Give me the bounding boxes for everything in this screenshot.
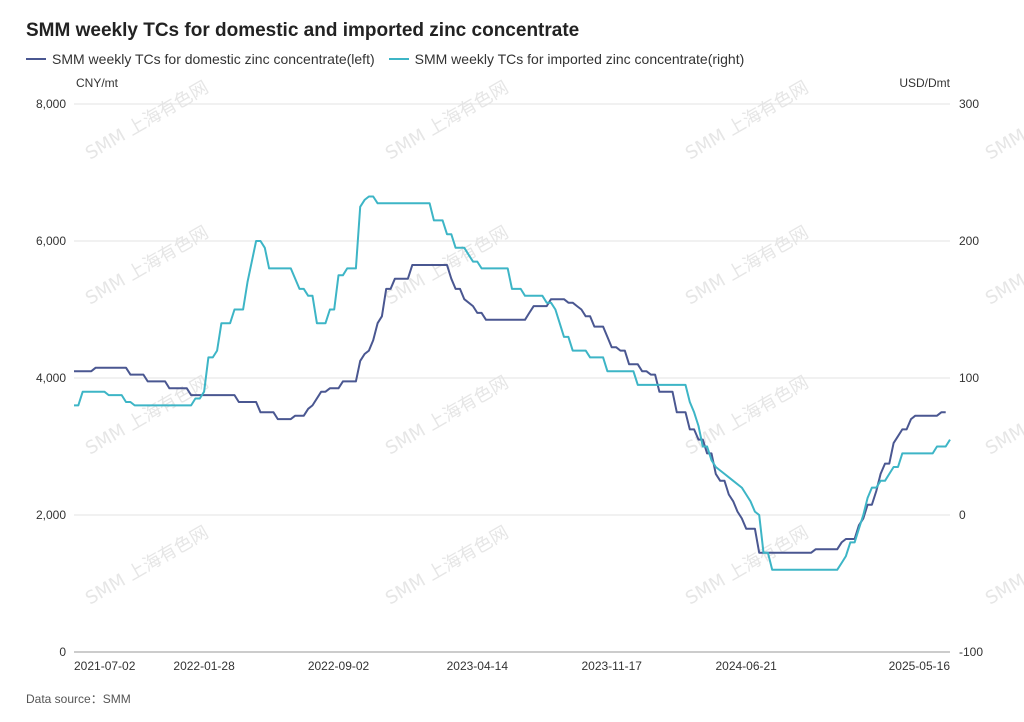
watermark-text: SMM 上海有色网	[682, 77, 812, 164]
watermark-text: SMM 上海有色网	[82, 372, 212, 459]
series-line-domestic	[74, 264, 946, 554]
watermark-text: SMM 上海有色网	[82, 77, 212, 164]
y-left-tick-label: 0	[59, 645, 66, 659]
y-left-tick-label: 8,000	[36, 97, 66, 111]
y-right-tick-label: 0	[959, 508, 966, 522]
y-right-tick-label: -100	[959, 645, 983, 659]
watermark-text: SMM 上海有色网	[382, 522, 512, 609]
x-tick-label: 2024-06-21	[715, 659, 777, 673]
watermark-text: SMM 上海有色网	[982, 222, 1024, 309]
legend-label-imported: SMM weekly TCs for imported zinc concent…	[414, 51, 745, 67]
y-right-unit: USD/Dmt	[899, 76, 950, 90]
watermark-text: SMM 上海有色网	[682, 222, 812, 309]
chart-title: SMM weekly TCs for domestic and imported…	[26, 20, 580, 41]
legend-item-imported[interactable]: SMM weekly TCs for imported zinc concent…	[388, 51, 745, 67]
y-right-tick-label: 300	[959, 97, 979, 111]
series-lines	[74, 195, 951, 571]
watermark-text: SMM 上海有色网	[82, 222, 212, 309]
watermark-layer: SMM 上海有色网 SMM 上海有色网 SMM 上海有色网 SMM 上海有色网 SMM …	[82, 77, 1024, 609]
watermark-text: SMM 上海有色网	[982, 522, 1024, 609]
y-right-tick-label: 200	[959, 234, 979, 248]
watermark-text: SMM 上海有色网	[82, 522, 212, 609]
x-tick-label: 2022-09-02	[308, 659, 370, 673]
x-tick-label: 2025-05-16	[889, 659, 951, 673]
y-right-tick-label: 100	[959, 371, 979, 385]
watermark-text: SMM 上海有色网	[382, 77, 512, 164]
x-tick-label: 2023-04-14	[447, 659, 509, 673]
legend-swatch-domestic	[26, 58, 46, 60]
series-line-imported	[74, 195, 951, 571]
y-left-tick-label: 2,000	[36, 508, 66, 522]
y-left-tick-label: 6,000	[36, 234, 66, 248]
x-tick-label: 2023-11-17	[581, 659, 642, 673]
watermark-text: SMM 上海有色网	[682, 522, 812, 609]
legend: SMM weekly TCs for domestic zinc concent…	[26, 51, 758, 67]
x-tick-label: 2021-07-02	[74, 659, 136, 673]
legend-swatch-imported	[388, 58, 409, 60]
x-tick-label: 2022-01-28	[173, 659, 235, 673]
watermark-text: SMM 上海有色网	[382, 372, 512, 459]
legend-item-domestic[interactable]: SMM weekly TCs for domestic zinc concent…	[26, 51, 375, 67]
axes: 0 2,000 4,000 6,000 8,000 -100 0 100 200 300 CNY/m…	[36, 76, 983, 673]
data-source-note: Data source：SMM	[26, 692, 131, 706]
watermark-text: SMM 上海有色网	[982, 372, 1024, 459]
y-left-unit: CNY/mt	[76, 76, 119, 90]
watermark-text: SMM 上海有色网	[682, 372, 812, 459]
legend-label-domestic: SMM weekly TCs for domestic zinc concent…	[52, 51, 375, 67]
y-left-tick-label: 4,000	[36, 371, 66, 385]
gridlines	[74, 103, 950, 653]
watermark-text: SMM 上海有色网	[982, 77, 1024, 164]
